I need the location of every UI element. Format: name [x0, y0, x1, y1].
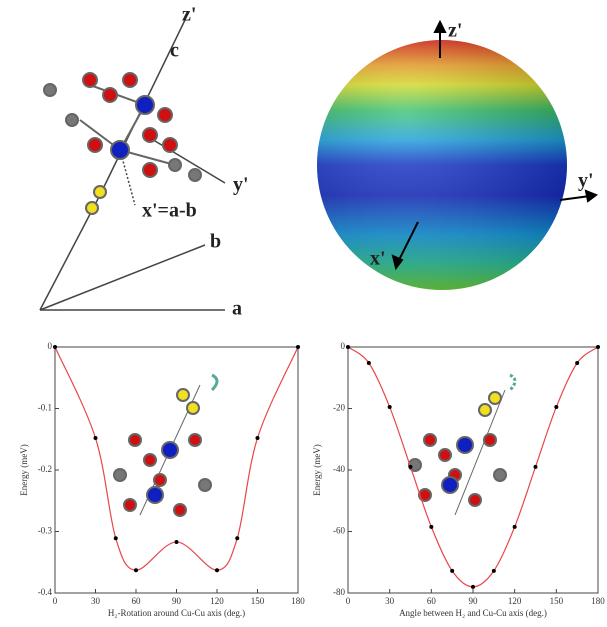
point	[388, 405, 392, 409]
point	[296, 345, 300, 349]
x-axis-label: H₂-Rotation around Cu-Cu axis (deg.)	[108, 608, 245, 618]
point	[554, 405, 558, 409]
point	[450, 569, 454, 573]
label-z: z'	[182, 4, 196, 26]
x-tick-label: 60	[132, 596, 142, 606]
x-tick-label: 60	[427, 596, 437, 606]
x-tick-label: 120	[210, 596, 224, 606]
x-axis-label: Angle between H₂ and Cu-Cu axis (deg.)	[399, 608, 547, 618]
point	[367, 361, 371, 365]
point	[596, 345, 600, 349]
x-tick-label: 150	[251, 596, 265, 606]
sphere-label-z: z'	[448, 20, 462, 42]
label-x: x'=a-b	[142, 200, 197, 222]
point	[429, 525, 433, 529]
x-tick-label: 30	[385, 596, 395, 606]
sphere-label-x: x'	[370, 248, 386, 270]
y-axis-label: Energy (meV)	[312, 444, 322, 496]
x-tick-label: 150	[550, 596, 564, 606]
label-a: a	[232, 298, 242, 320]
x-tick-label: 0	[346, 596, 351, 606]
figure: z' c y' x'=a-b b a z' y' x' 03060901201	[0, 0, 607, 627]
point	[215, 568, 219, 572]
point	[235, 536, 239, 540]
sphere	[317, 22, 596, 290]
point	[575, 361, 579, 365]
y-tick-label: 0	[48, 341, 53, 351]
axis-y	[145, 135, 225, 183]
sphere-label-y: y'	[578, 170, 594, 192]
curve	[348, 347, 598, 587]
point	[513, 525, 517, 529]
point	[256, 436, 260, 440]
axis-b	[40, 245, 205, 310]
curve	[55, 347, 298, 570]
y-tick-label: -60	[333, 526, 345, 536]
label-y: y'	[233, 174, 249, 196]
point	[53, 345, 57, 349]
x-tick-label: 0	[53, 596, 58, 606]
point	[409, 465, 413, 469]
x-tick-label: 30	[91, 596, 101, 606]
point	[492, 569, 496, 573]
plot-frame	[55, 347, 298, 593]
point	[175, 540, 179, 544]
y-tick-label: -40	[333, 464, 345, 474]
x-tick-label: 120	[508, 596, 522, 606]
x-tick-label: 90	[469, 596, 479, 606]
point	[534, 465, 538, 469]
point	[114, 536, 118, 540]
x-tick-label: 90	[172, 596, 182, 606]
y-tick-label: 0	[341, 341, 346, 351]
x-tick-label: 180	[291, 596, 305, 606]
inset-molecule	[114, 375, 217, 516]
point	[471, 585, 475, 589]
molecule	[44, 73, 201, 214]
inset-molecule	[409, 375, 515, 515]
point	[346, 345, 350, 349]
x-tick-label: 180	[591, 596, 605, 606]
y-axis-label: Energy (meV)	[19, 444, 29, 496]
point	[134, 568, 138, 572]
y-tick-label: -20	[333, 403, 345, 413]
y-tick-label: -0.3	[38, 526, 53, 536]
label-c: c	[170, 40, 179, 62]
y-tick-label: -80	[333, 587, 345, 597]
label-b: b	[210, 231, 221, 253]
y-tick-label: -0.4	[38, 587, 53, 597]
y-tick-label: -0.1	[38, 403, 52, 413]
point	[94, 436, 98, 440]
crystal-axes	[40, 20, 225, 310]
y-tick-label: -0.2	[38, 464, 52, 474]
